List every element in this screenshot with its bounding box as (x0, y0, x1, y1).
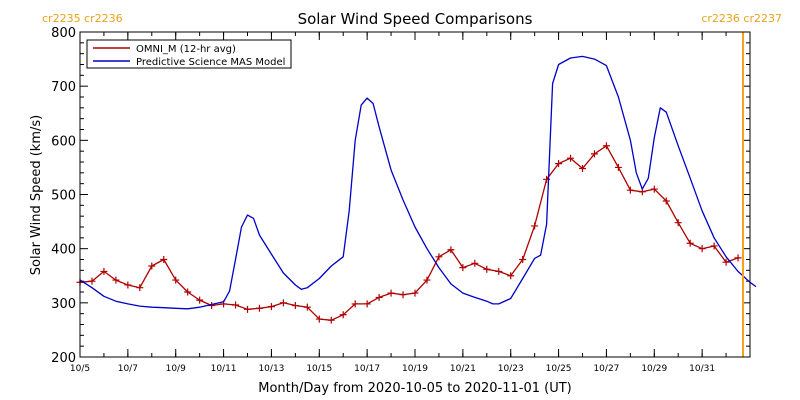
data-point-omni (602, 142, 610, 150)
x-tick-label: 10/19 (402, 364, 428, 374)
data-point-omni (303, 303, 311, 311)
carrington-label-left: cr2235 cr2236 (42, 12, 123, 25)
x-tick-label: 10/17 (354, 364, 380, 374)
y-axis-label: Solar Wind Speed (km/s) (29, 115, 44, 275)
data-point-omni (710, 242, 718, 250)
plot-layer: 200 300 400 500 600 700 800 10/5 10/7 10/9 10/11 10… (51, 26, 757, 374)
data-point-omni (351, 300, 359, 308)
data-point-omni (196, 296, 204, 304)
data-point-omni (387, 289, 395, 297)
plot-frame (79, 31, 751, 358)
x-tick-label: 10/21 (450, 364, 476, 374)
data-point-omni (327, 316, 335, 324)
data-point-omni (555, 160, 563, 168)
data-point-omni (734, 254, 742, 262)
y-tick-label: 200 (51, 351, 76, 366)
y-tick-label: 600 (51, 134, 76, 149)
data-point-omni (662, 197, 670, 205)
data-point-omni (315, 315, 323, 323)
carrington-label-right: cr2236 cr2237 (701, 12, 782, 25)
x-tick-label: 10/13 (258, 364, 284, 374)
x-tick-label: 10/29 (641, 364, 667, 374)
x-tick-label: 10/7 (118, 364, 138, 374)
series-line-omni (79, 145, 739, 321)
x-tick-label: 10/9 (166, 364, 186, 374)
y-tick-label: 700 (51, 80, 76, 95)
data-point-omni (614, 163, 622, 171)
x-tick-label: 10/31 (689, 364, 715, 374)
data-point-omni (507, 272, 515, 280)
data-point-omni (339, 311, 347, 319)
legend-label-omni: OMNI_M (12-hr avg) (136, 44, 236, 55)
data-point-omni (590, 150, 598, 158)
x-tick-label: 10/15 (306, 364, 332, 374)
data-point-omni (100, 267, 108, 275)
data-point-omni (255, 304, 263, 312)
data-point-omni (483, 265, 491, 273)
data-point-omni (136, 284, 144, 292)
data-point-omni (435, 253, 443, 261)
data-point-omni (279, 299, 287, 307)
series-line-mas (79, 55, 757, 310)
x-tick-label: 10/5 (70, 364, 90, 374)
x-tick-label: 10/25 (546, 364, 572, 374)
data-point-omni (112, 276, 120, 284)
data-point-omni (148, 262, 156, 270)
chart-title: Solar Wind Speed Comparisons (298, 10, 533, 28)
data-point-omni (363, 300, 371, 308)
data-point-omni (519, 256, 527, 263)
data-point-omni (471, 259, 479, 267)
data-point-omni (423, 276, 431, 284)
data-point-omni (267, 303, 275, 311)
y-tick-label: 400 (51, 243, 76, 258)
data-point-omni (567, 154, 575, 162)
x-tick-label: 10/27 (593, 364, 619, 374)
data-point-omni (184, 288, 192, 296)
data-point-omni (291, 302, 299, 310)
y-tick-label: 300 (51, 297, 76, 312)
data-point-omni (172, 276, 180, 284)
y-tick-label: 500 (51, 189, 76, 204)
data-point-omni (399, 291, 407, 299)
data-point-omni (686, 239, 694, 247)
data-point-omni (411, 289, 419, 297)
data-point-omni (698, 245, 706, 253)
legend-box (86, 39, 292, 69)
legend: OMNI_M (12-hr avg) Predictive Science MA… (86, 39, 292, 69)
data-point-omni (244, 305, 251, 313)
x-axis-label: Month/Day from 2020-10-05 to 2020-11-01 … (258, 381, 571, 396)
x-tick-label: 10/23 (498, 364, 524, 374)
data-point-omni (626, 186, 634, 194)
data-point-omni (232, 301, 240, 309)
data-point-omni (447, 246, 455, 254)
data-point-omni (459, 264, 467, 272)
data-point-omni (375, 293, 383, 301)
data-point-omni (495, 267, 503, 275)
data-point-omni (579, 165, 586, 172)
data-point-omni (124, 281, 132, 289)
legend-label-mas: Predictive Science MAS Model (136, 57, 285, 68)
data-point-omni (88, 277, 96, 285)
data-point-omni (531, 222, 539, 230)
data-point-omni (722, 258, 730, 266)
x-tick-label: 10/11 (211, 364, 237, 374)
data-point-omni (160, 256, 168, 263)
y-tick-label: 800 (51, 26, 76, 41)
data-point-omni (650, 185, 658, 193)
data-point-omni (674, 219, 682, 227)
